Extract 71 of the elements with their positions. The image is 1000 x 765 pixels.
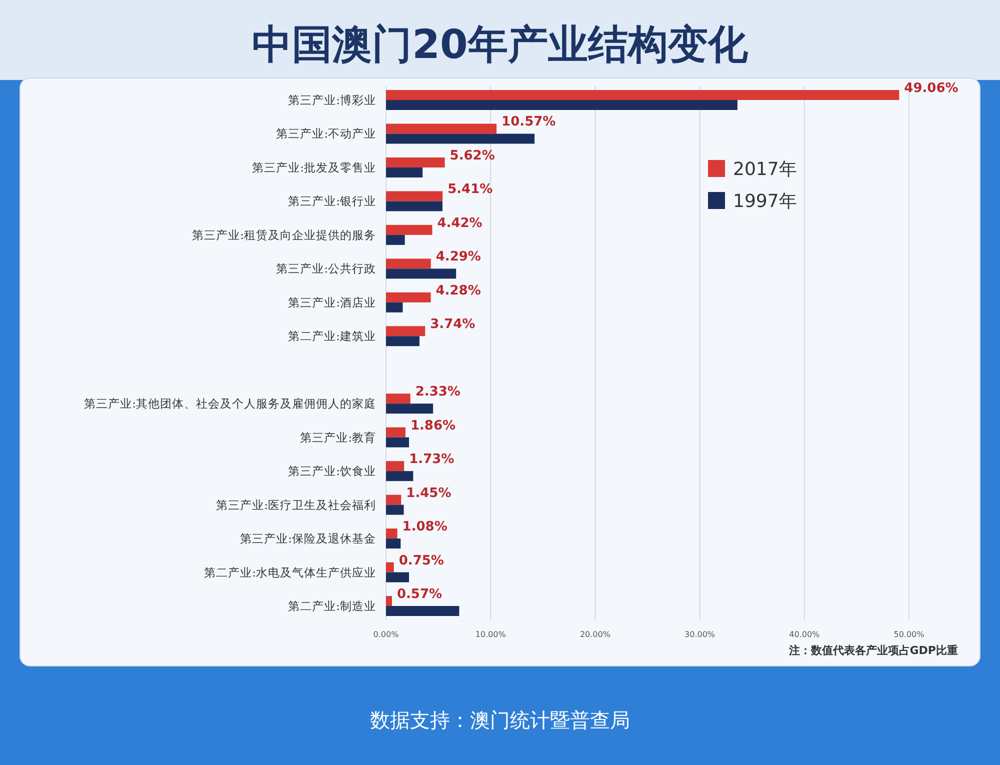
bar <box>386 471 414 482</box>
bar <box>386 258 431 269</box>
bar <box>386 268 456 279</box>
data-label: 5.41% <box>448 182 493 198</box>
data-label: 1.45% <box>406 486 452 501</box>
bar <box>386 461 404 472</box>
text: 数据支持：澳门统计暨普查局 <box>370 708 630 732</box>
bar <box>386 538 401 549</box>
y-tick-label: 第三产业:不动产业 <box>276 126 376 141</box>
y-tick-label: 第三产业:其他团体、社会及个人服务及雇佣佣人的家庭 <box>84 396 376 411</box>
y-tick-label: 第三产业:保险及退休基金 <box>240 532 376 546</box>
y-tick-label: 第三产业:批发及零售业 <box>252 160 376 174</box>
bar <box>386 326 426 336</box>
data-label: 4.28% <box>436 283 481 298</box>
bar <box>386 191 443 202</box>
data-label: 1.73% <box>409 452 454 468</box>
x-tick-label: 0.00% <box>373 630 400 639</box>
y-tick-label: 第二产业:建筑业 <box>288 329 376 344</box>
y-tick-label: 第三产业:租赁及向企业提供的服务 <box>192 228 376 242</box>
y-tick-label: 第三产业:教育 <box>300 430 376 444</box>
y-tick-label: 第三产业:银行业 <box>288 194 376 208</box>
y-tick-label: 第三产业:医疗卫生及社会福利 <box>216 498 376 512</box>
bar <box>386 427 406 438</box>
bar <box>386 596 392 606</box>
bar <box>386 494 402 505</box>
data-label: 3.74% <box>430 317 476 332</box>
bar <box>386 100 738 110</box>
y-tick-label: 第三产业:博彩业 <box>288 93 376 107</box>
data-label: 49.06% <box>904 81 958 96</box>
bar <box>386 157 445 168</box>
bar <box>386 504 404 515</box>
bar <box>386 201 442 212</box>
legend-label: 2017年 <box>733 159 797 180</box>
bar <box>386 606 460 616</box>
bar <box>386 528 398 539</box>
bar <box>386 224 432 235</box>
bar <box>386 134 535 144</box>
x-tick-label: 50.00% <box>894 630 925 639</box>
data-label: 5.62% <box>450 148 495 164</box>
bar <box>386 234 405 245</box>
y-tick-label: 第三产业:公共行政 <box>276 262 376 276</box>
bar <box>386 437 410 448</box>
data-label: 1.08% <box>402 520 448 535</box>
bar <box>386 572 410 582</box>
bar <box>386 404 434 414</box>
x-tick-label: 30.00% <box>684 630 716 639</box>
legend-label: 1997年 <box>733 191 797 212</box>
bar <box>386 124 497 134</box>
data-label: 10.57% <box>502 114 556 130</box>
data-label: 0.75% <box>398 553 444 568</box>
bar <box>386 336 420 346</box>
x-tick-label: 20.00% <box>580 630 611 639</box>
data-label: 0.57% <box>396 587 442 602</box>
data-label: 4.42% <box>437 216 482 231</box>
bar <box>386 90 900 100</box>
data-label: 1.86% <box>410 418 456 434</box>
bar <box>386 302 403 312</box>
y-tick-label: 第二产业:制造业 <box>288 599 376 613</box>
data-label: 4.29% <box>436 250 481 265</box>
y-tick-label: 第二产业:水电及气体生产供应业 <box>204 565 376 580</box>
bar <box>386 292 431 302</box>
x-tick-label: 10.00% <box>475 630 506 639</box>
bar <box>386 562 394 572</box>
chart-title: 中国澳门20年产业结构变化 <box>252 22 749 68</box>
x-tick-label: 40.00% <box>789 630 820 639</box>
bar <box>386 167 423 178</box>
y-tick-label: 第三产业:酒店业 <box>288 295 376 310</box>
y-tick-label: 第三产业:饮食业 <box>288 464 376 478</box>
text: 注：数值代表各产业项占GDP比重 <box>788 644 958 657</box>
bar <box>386 394 410 404</box>
data-label: 2.33% <box>415 384 460 400</box>
